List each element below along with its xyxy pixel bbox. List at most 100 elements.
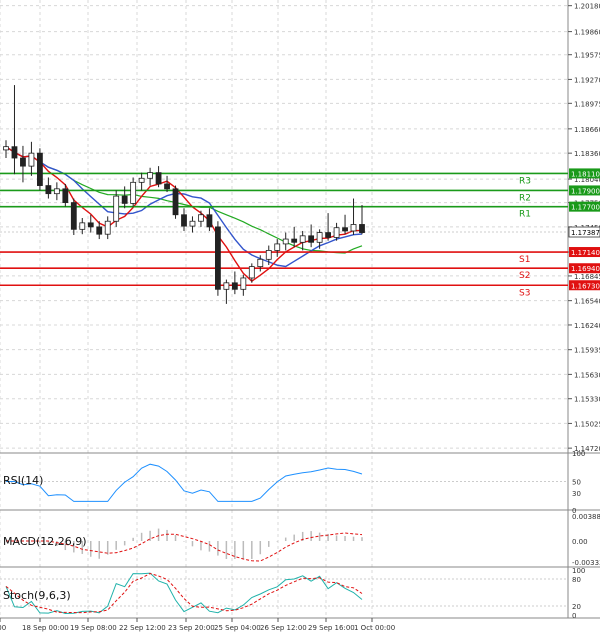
price-tick-label: 1.19860	[574, 29, 600, 37]
candle-body	[37, 152, 43, 186]
level-price-label: 1.16730	[571, 282, 600, 290]
price-tick-label: 1.18040	[574, 176, 600, 184]
time-tick-label: 22 Sep 12:00	[119, 624, 166, 632]
candle-body	[28, 152, 35, 167]
level-price-label: 1.17700	[571, 204, 600, 212]
candle-body	[138, 177, 145, 183]
candle-body	[147, 172, 153, 179]
level-price-label: 1.17900	[571, 187, 600, 195]
candle-body	[240, 277, 247, 290]
stoch-tick-label: 0	[572, 612, 576, 620]
price-tick-label: 1.15025	[574, 420, 600, 428]
level-price-tag	[569, 201, 600, 212]
candle-body	[308, 235, 315, 243]
candle-body	[45, 185, 52, 195]
level-name-s3: S3	[519, 288, 530, 298]
level-name-s1: S1	[519, 255, 530, 265]
candle-body	[198, 214, 204, 222]
candle-body	[299, 235, 306, 243]
candle-body	[325, 232, 331, 238]
price-tick-label: 1.18975	[574, 100, 600, 108]
time-tick-label: 29 Sep 16:00	[308, 624, 355, 632]
macd-tick-label: 0.00388	[572, 513, 600, 521]
candle-body	[189, 220, 196, 227]
candle-body	[248, 266, 255, 279]
price-tick-label: 1.18360	[574, 150, 600, 158]
candle-body	[104, 220, 111, 235]
candle-body	[53, 188, 60, 195]
stoch-tick-label: 80	[572, 576, 581, 584]
candle-body	[350, 224, 357, 232]
candle-body	[172, 188, 179, 216]
candle-body	[333, 227, 340, 238]
candle-body	[3, 146, 9, 151]
candle-body	[121, 195, 128, 204]
time-tick-label: 26 Sep 12:00	[260, 624, 307, 632]
level-name-r3: R3	[519, 176, 531, 186]
candle-body	[96, 226, 103, 235]
time-tick-label: 25 Sep 04:00	[214, 624, 261, 632]
macd-title: MACD(12,26,9)	[3, 535, 87, 548]
stoch-k-line	[5, 572, 363, 615]
candle-body	[316, 232, 323, 243]
candle-body	[79, 222, 86, 230]
candle-body	[359, 224, 365, 233]
candle-body	[164, 183, 170, 190]
candle-body	[155, 172, 162, 185]
candle-body	[181, 214, 187, 227]
candle-body	[87, 222, 94, 228]
price-tick-label: 1.14720	[574, 445, 600, 453]
candle-body	[223, 282, 230, 290]
time-tick-label: 23 Sep 20:00	[168, 624, 215, 632]
price-tick-label: 1.16240	[574, 322, 600, 330]
level-price-tag	[569, 247, 600, 258]
level-price-tag	[569, 280, 600, 291]
candle-body	[11, 146, 18, 159]
candle-body	[130, 181, 137, 204]
level-name-s2: S2	[519, 271, 530, 281]
price-tick-label: 1.15630	[574, 371, 600, 379]
candle-body	[231, 282, 238, 290]
rsi-line	[6, 463, 363, 502]
price-tick-label: 1.19270	[574, 76, 600, 84]
candle-body	[291, 238, 298, 243]
level-price-tag	[569, 263, 600, 274]
level-price-tag	[569, 168, 600, 179]
rsi-tick-label: 30	[572, 490, 581, 498]
candle-body	[274, 243, 281, 251]
rsi-title: RSI(14)	[3, 474, 43, 487]
rsi-tick-label: 100	[572, 450, 585, 458]
macd-tick-label: 0.00	[572, 538, 588, 546]
price-tick-label: 1.19575	[574, 52, 600, 60]
current-price-tag	[568, 226, 600, 238]
candle-body	[206, 214, 213, 228]
rsi-tick-label: 50	[572, 479, 581, 487]
level-name-r2: R2	[519, 193, 531, 203]
stoch-tick-label: 20	[572, 603, 581, 611]
stoch-d-line	[5, 572, 363, 614]
candle-body	[20, 157, 26, 167]
time-tick-label: 1 Oct 00:00	[354, 624, 395, 632]
ma-blue-line	[5, 146, 363, 268]
level-name-r1: R1	[519, 210, 531, 220]
price-tick-label: 1.18660	[574, 126, 600, 134]
time-tick-label: 18 Sep 00:00	[22, 624, 69, 632]
price-tick-label: 1.16845	[574, 273, 600, 281]
macd-signal-line	[6, 532, 363, 562]
candle-body	[342, 227, 348, 232]
candle-body	[62, 188, 69, 203]
time-tick-label: 16:00	[0, 624, 6, 632]
macd-tick-label: -0.00333	[572, 559, 600, 567]
price-tick-label: 1.15935	[574, 347, 600, 355]
time-tick-label: 19 Sep 08:00	[70, 624, 117, 632]
candle-body	[257, 258, 264, 268]
candle-body	[282, 238, 289, 245]
candle-body	[215, 226, 221, 290]
candle-body	[113, 195, 120, 222]
level-price-label: 1.18110	[571, 170, 600, 178]
candle-body	[265, 250, 272, 260]
candle-body	[70, 202, 77, 230]
level-price-label: 1.17140	[571, 249, 600, 257]
